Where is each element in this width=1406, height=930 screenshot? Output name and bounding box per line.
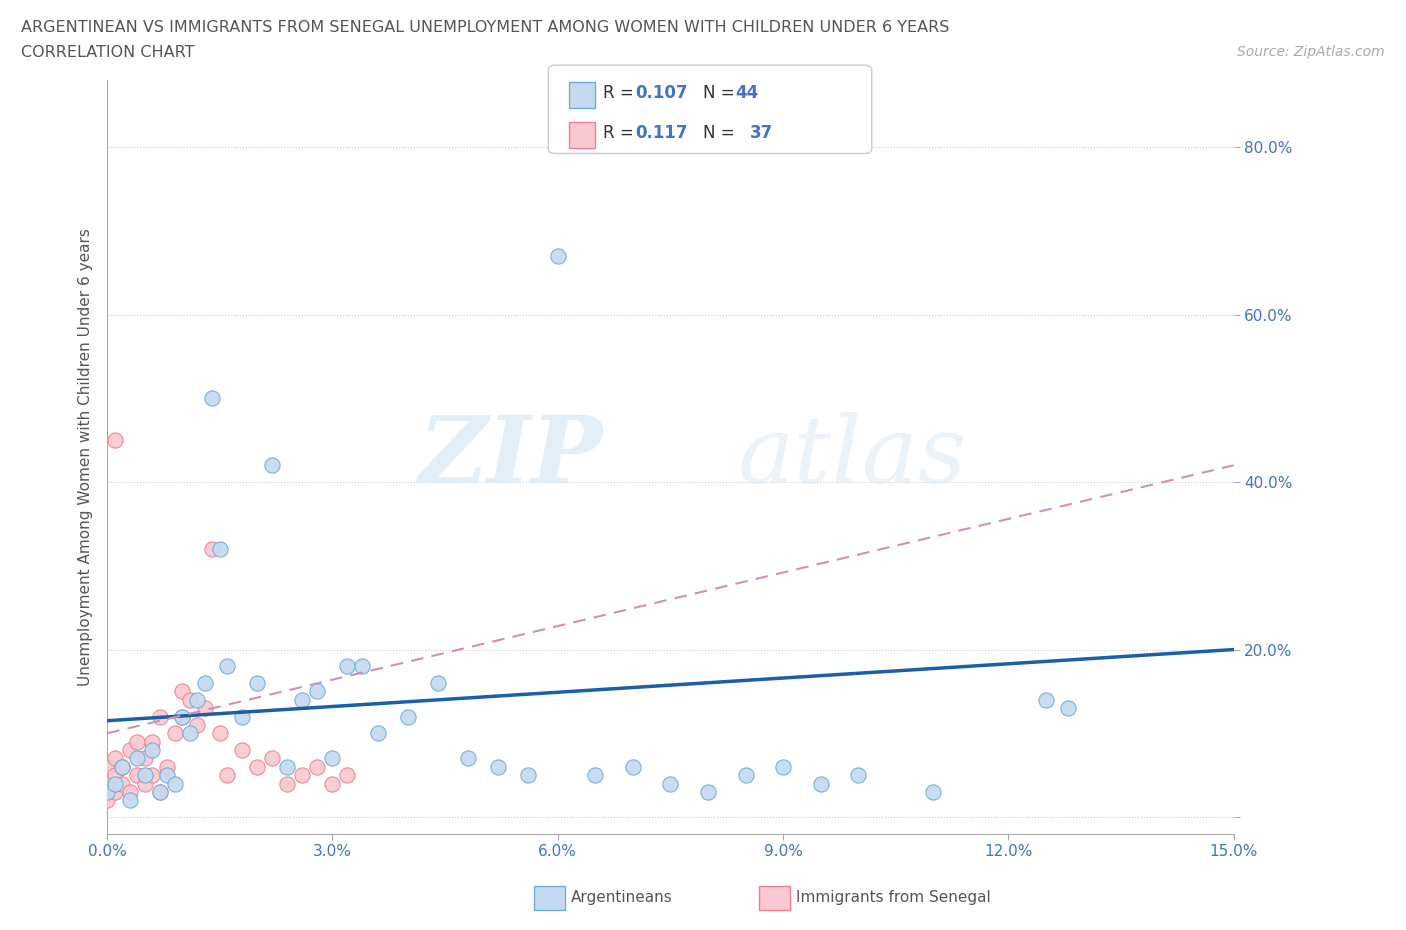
Point	[231, 709, 253, 724]
Point	[172, 709, 194, 724]
Point	[141, 768, 163, 783]
Point	[734, 768, 756, 783]
Point	[697, 785, 720, 800]
Text: Source: ZipAtlas.com: Source: ZipAtlas.com	[1237, 45, 1385, 59]
Point	[396, 709, 419, 724]
Point	[547, 248, 569, 263]
Point	[336, 768, 359, 783]
Point	[583, 768, 606, 783]
Point	[118, 785, 141, 800]
Text: 44: 44	[735, 85, 759, 102]
Point	[810, 777, 832, 791]
Point	[141, 742, 163, 757]
Point	[134, 777, 156, 791]
Point	[516, 768, 538, 783]
Text: Argentineans: Argentineans	[571, 890, 672, 905]
Point	[922, 785, 945, 800]
Point	[141, 734, 163, 749]
Text: ZIP: ZIP	[419, 412, 603, 502]
Point	[307, 684, 329, 698]
Point	[149, 709, 172, 724]
Point	[96, 777, 118, 791]
Point	[134, 751, 156, 766]
Text: 37: 37	[749, 124, 773, 141]
Point	[104, 768, 127, 783]
Point	[111, 760, 134, 775]
Point	[194, 700, 217, 715]
Point	[172, 709, 194, 724]
Point	[149, 785, 172, 800]
Point	[246, 675, 269, 690]
Y-axis label: Unemployment Among Women with Children Under 6 years: Unemployment Among Women with Children U…	[79, 228, 93, 686]
Text: 0.117: 0.117	[636, 124, 688, 141]
Point	[367, 725, 389, 740]
Text: 0.107: 0.107	[636, 85, 688, 102]
Point	[127, 751, 149, 766]
Point	[621, 760, 644, 775]
Point	[291, 692, 314, 707]
Point	[179, 692, 201, 707]
Point	[127, 734, 149, 749]
Point	[486, 760, 509, 775]
Text: ARGENTINEAN VS IMMIGRANTS FROM SENEGAL UNEMPLOYMENT AMONG WOMEN WITH CHILDREN UN: ARGENTINEAN VS IMMIGRANTS FROM SENEGAL U…	[21, 20, 949, 35]
Text: R =: R =	[603, 85, 640, 102]
Point	[276, 760, 298, 775]
Point	[208, 725, 231, 740]
Point	[659, 777, 682, 791]
Point	[262, 458, 284, 472]
Text: CORRELATION CHART: CORRELATION CHART	[21, 45, 194, 60]
Point	[172, 684, 194, 698]
Point	[772, 760, 794, 775]
Point	[262, 751, 284, 766]
Point	[307, 760, 329, 775]
Point	[321, 751, 343, 766]
Point	[179, 725, 201, 740]
Point	[217, 658, 239, 673]
Point	[457, 751, 479, 766]
Point	[163, 777, 186, 791]
Point	[111, 777, 134, 791]
Point	[96, 793, 118, 808]
Point	[217, 768, 239, 783]
Point	[291, 768, 314, 783]
Point	[104, 751, 127, 766]
Point	[194, 675, 217, 690]
Point	[186, 717, 208, 732]
Point	[336, 658, 359, 673]
Text: atlas: atlas	[738, 412, 967, 502]
Point	[96, 760, 118, 775]
Point	[118, 742, 141, 757]
Point	[104, 777, 127, 791]
Point	[231, 742, 253, 757]
Point	[104, 432, 127, 447]
Point	[149, 785, 172, 800]
Text: Immigrants from Senegal: Immigrants from Senegal	[796, 890, 991, 905]
Point	[246, 760, 269, 775]
Point	[321, 777, 343, 791]
Point	[134, 768, 156, 783]
Point	[156, 760, 179, 775]
Point	[276, 777, 298, 791]
Point	[208, 541, 231, 556]
Text: N =: N =	[703, 124, 740, 141]
Point	[201, 391, 224, 405]
Text: R =: R =	[603, 124, 640, 141]
Point	[156, 768, 179, 783]
Point	[127, 768, 149, 783]
Point	[96, 785, 118, 800]
Point	[201, 541, 224, 556]
Point	[352, 658, 374, 673]
Point	[1057, 700, 1080, 715]
Point	[186, 692, 208, 707]
Text: N =: N =	[703, 85, 740, 102]
Point	[846, 768, 869, 783]
Point	[111, 760, 134, 775]
Point	[163, 725, 186, 740]
Point	[104, 785, 127, 800]
Point	[1035, 692, 1057, 707]
Point	[426, 675, 449, 690]
Point	[118, 793, 141, 808]
